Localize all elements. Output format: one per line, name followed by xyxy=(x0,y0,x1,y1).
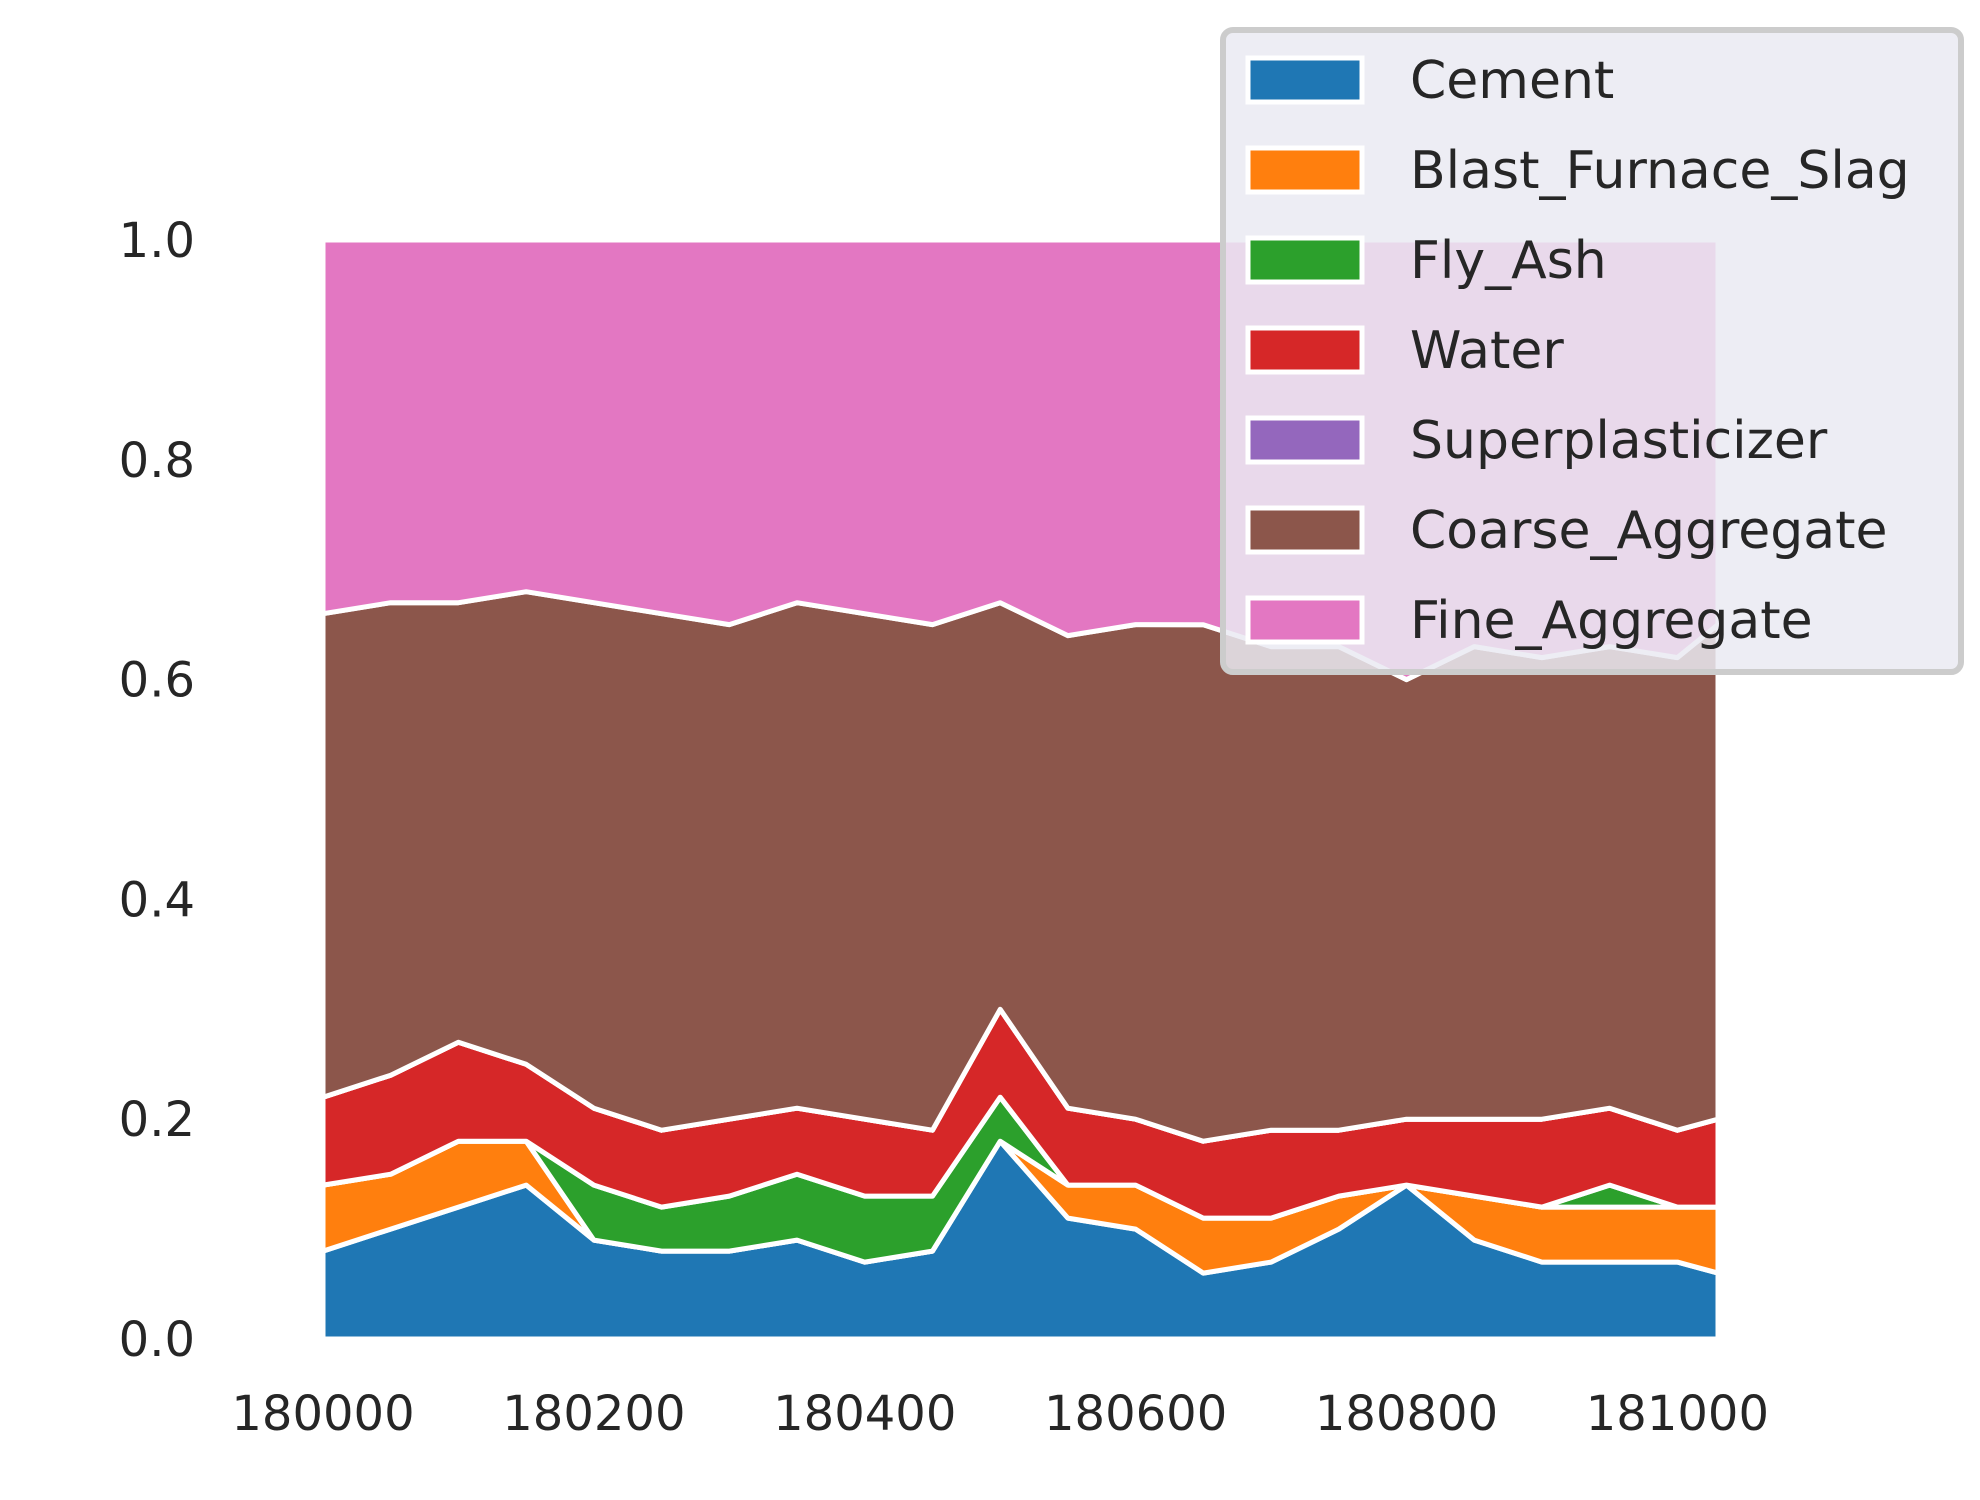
y-tick-label: 0.0 xyxy=(119,1312,195,1368)
legend-label: Blast_Furnace_Slag xyxy=(1410,141,1910,201)
legend-swatch xyxy=(1245,595,1365,645)
y-axis: 0.0 0.2 0.4 0.6 0.8 1.0 xyxy=(119,213,195,1368)
legend-label: Fine_Aggregate xyxy=(1410,591,1813,651)
x-tick-label: 180400 xyxy=(773,1386,956,1442)
legend-box xyxy=(1220,27,1964,675)
x-axis: 180000 180200 180400 180600 180800 181000 xyxy=(231,1386,1769,1442)
y-tick-label: 0.6 xyxy=(119,653,195,709)
legend-swatch xyxy=(1245,325,1365,375)
x-tick-label: 181000 xyxy=(1586,1386,1769,1442)
legend-label: Fly_Ash xyxy=(1410,231,1607,291)
legend-label: Cement xyxy=(1410,51,1614,111)
legend-swatch xyxy=(1245,505,1365,555)
x-tick-label: 180800 xyxy=(1315,1386,1498,1442)
y-tick-label: 0.8 xyxy=(119,433,195,489)
x-tick-label: 180000 xyxy=(231,1386,414,1442)
x-tick-label: 180200 xyxy=(502,1386,685,1442)
legend: Cement Blast_Furnace_Slag Fly_Ash Water Supe… xyxy=(1220,27,1964,675)
legend-label: Coarse_Aggregate xyxy=(1410,501,1888,561)
legend-label: Water xyxy=(1410,321,1564,381)
legend-swatch xyxy=(1245,235,1365,285)
legend-swatch xyxy=(1245,55,1365,105)
x-tick-label: 180600 xyxy=(1044,1386,1227,1442)
y-tick-label: 0.4 xyxy=(119,872,195,928)
legend-swatch xyxy=(1245,415,1365,465)
legend-swatch xyxy=(1245,145,1365,195)
y-tick-label: 1.0 xyxy=(119,213,195,269)
y-tick-label: 0.2 xyxy=(119,1092,195,1148)
legend-label: Superplasticizer xyxy=(1410,411,1828,471)
